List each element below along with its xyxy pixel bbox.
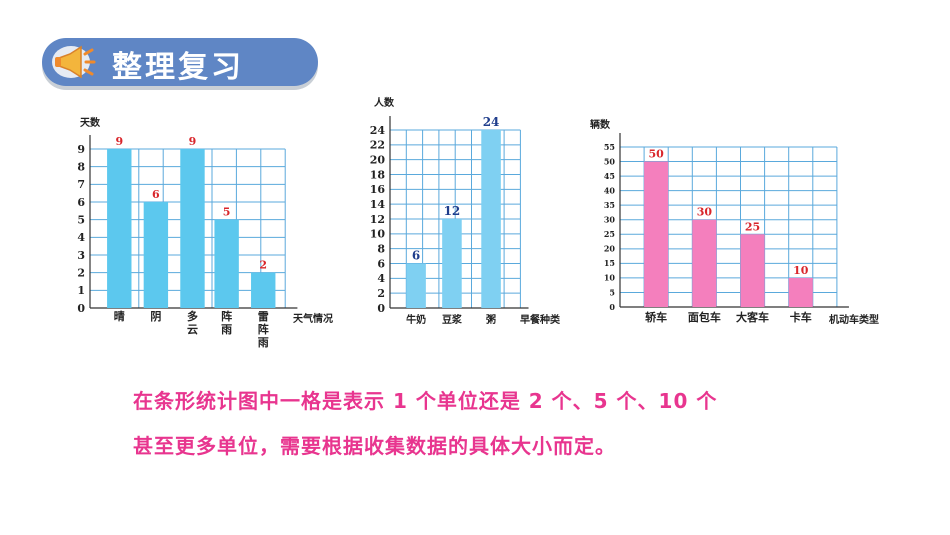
y-axis-label: 辆数: [590, 118, 611, 131]
y-tick-label: 2: [77, 267, 85, 280]
y-tick-label: 40: [604, 185, 616, 195]
bar: [251, 272, 276, 308]
category-label: 阵: [221, 309, 232, 323]
y-tick-label: 30: [604, 215, 616, 225]
bar: [740, 234, 765, 307]
y-tick-label: 6: [377, 257, 385, 270]
category-label: 大客车: [736, 310, 769, 324]
category-label: 卡车: [790, 310, 812, 324]
megaphone-icon: [52, 45, 96, 79]
data-label: 24: [483, 115, 500, 129]
y-tick-label: 45: [604, 171, 615, 181]
y-tick-label: 16: [370, 183, 386, 196]
category-label: 云: [187, 323, 198, 336]
category-label: 雷: [258, 310, 269, 323]
data-label: 50: [648, 148, 664, 161]
bar: [107, 149, 132, 308]
y-tick-label: 5: [77, 214, 85, 227]
y-tick-label: 8: [377, 243, 385, 256]
bar: [214, 219, 239, 308]
category-label: 粥: [486, 313, 496, 326]
y-tick-label: 24: [370, 124, 386, 137]
y-tick-label: 15: [604, 258, 615, 268]
bar: [143, 202, 169, 308]
category-label: 晴: [114, 309, 125, 323]
y-tick-label: 0: [609, 302, 615, 312]
y-tick-label: 12: [370, 213, 385, 226]
x-axis-label: 机动车类型: [829, 313, 879, 326]
x-axis-label: 天气情况: [293, 312, 333, 325]
bar: [692, 219, 717, 307]
x-axis-label: 早餐种类: [520, 313, 560, 326]
y-tick-label: 10: [604, 273, 616, 283]
y-tick-label: 4: [77, 231, 85, 244]
note-line-1: 在条形统计图中一格是表示 1 个单位还是 2 个、5 个、10 个: [133, 389, 718, 413]
y-tick-label: 14: [370, 198, 386, 211]
category-label: 面包车: [688, 310, 721, 324]
bar: [442, 219, 462, 308]
data-label: 12: [444, 204, 461, 218]
category-label: 牛奶: [406, 313, 426, 326]
y-axis-label: 天数: [80, 116, 101, 129]
y-tick-label: 6: [77, 196, 85, 209]
section-banner: 整理复习: [42, 38, 318, 86]
y-tick-label: 7: [77, 178, 85, 191]
data-label: 5: [223, 206, 231, 219]
bar: [788, 277, 813, 307]
y-tick-label: 18: [370, 168, 386, 181]
y-tick-label: 3: [77, 249, 85, 262]
bar: [180, 149, 205, 308]
y-tick-label: 55: [604, 142, 615, 152]
category-label: 雨: [258, 336, 269, 349]
note-line-2: 甚至更多单位，需要根据收集数据的具体大小而定。: [133, 434, 616, 458]
data-label: 25: [745, 220, 760, 233]
y-tick-label: 20: [370, 154, 386, 167]
data-label: 6: [412, 249, 420, 263]
y-tick-label: 0: [77, 302, 85, 315]
category-label: 阵: [258, 322, 269, 336]
data-label: 6: [152, 188, 160, 201]
y-tick-label: 4: [377, 272, 385, 285]
data-label: 9: [189, 135, 197, 148]
page-title: 整理复习: [112, 50, 244, 85]
y-tick-label: 9: [77, 143, 85, 156]
y-tick-label: 0: [377, 302, 385, 315]
y-tick-label: 35: [604, 200, 615, 210]
data-label: 10: [793, 264, 809, 277]
y-tick-label: 20: [604, 244, 616, 254]
y-tick-label: 1: [77, 284, 85, 297]
bar: [644, 161, 669, 307]
y-tick-label: 50: [604, 156, 616, 166]
category-label: 雨: [221, 323, 232, 336]
y-tick-label: 2: [377, 287, 385, 300]
data-label: 30: [697, 206, 713, 219]
data-label: 9: [115, 135, 123, 148]
y-tick-label: 22: [370, 139, 385, 152]
y-tick-label: 8: [77, 161, 85, 174]
y-tick-label: 25: [604, 229, 615, 239]
category-label: 轿车: [645, 310, 667, 324]
category-label: 豆浆: [442, 313, 463, 326]
data-label: 2: [259, 259, 267, 272]
bar: [406, 263, 426, 308]
y-axis-label: 人数: [374, 96, 395, 109]
y-tick-label: 10: [370, 228, 386, 241]
y-tick-label: 5: [609, 287, 615, 297]
category-label: 多: [187, 309, 198, 323]
bar: [481, 130, 501, 308]
category-label: 阴: [150, 309, 161, 323]
